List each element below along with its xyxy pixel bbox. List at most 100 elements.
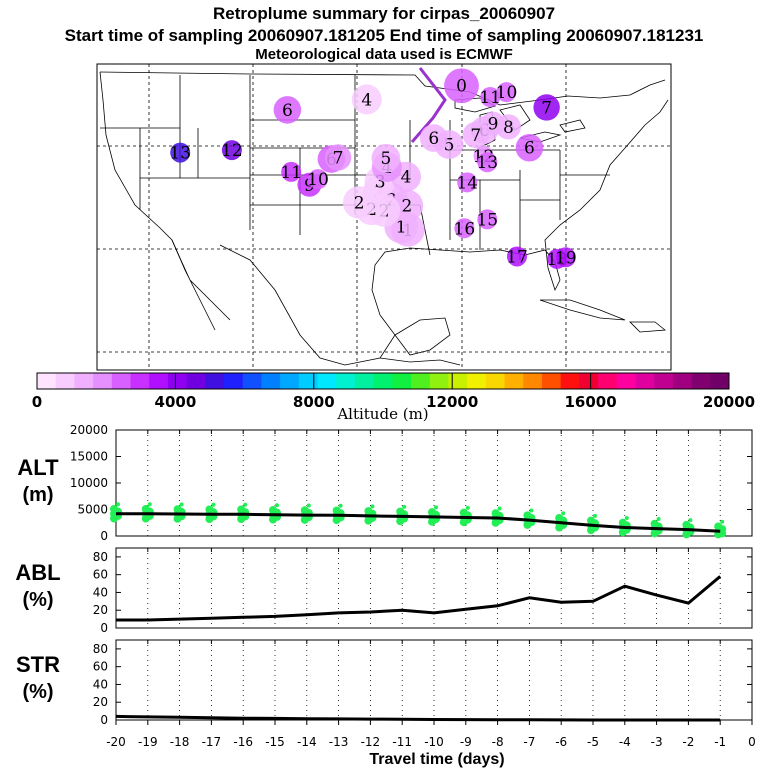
colorbar-cell — [224, 373, 244, 389]
map-bubble: 17 — [506, 246, 528, 267]
alt-scatter-point — [147, 502, 152, 507]
x-tick-label: -10 — [424, 735, 444, 749]
x-tick-label: -20 — [106, 735, 126, 749]
map-bubble: 9 — [481, 111, 506, 136]
colorbar-cell — [691, 373, 711, 389]
x-tick-label: -2 — [682, 735, 694, 749]
colorbar-cell — [579, 373, 599, 389]
alt-scatter-point — [173, 505, 182, 514]
colorbar-cell — [205, 373, 225, 389]
map-bubble-circle — [496, 82, 517, 103]
travel-time-axis: -20 -19 -18 -17 -16 -15 -14 -13 -12 -11 -10 -9 -8 -7-… — [106, 720, 756, 768]
map-bubble: 4 — [351, 84, 382, 115]
alt-scatter-point — [688, 518, 693, 523]
colorbar-tick-label: 8000 — [293, 393, 335, 411]
map-bubble-label: 2 — [402, 197, 413, 217]
map-bubble-circle — [555, 247, 576, 268]
alt-scatter-point — [465, 505, 470, 510]
panel-y-tick-label: 80 — [93, 642, 108, 656]
colorbar-axis-label: Altitude (m) — [336, 405, 428, 423]
map-bubble-label: 3 — [375, 173, 386, 193]
map-bubble-label: 7 — [470, 126, 481, 146]
str-panel: 0 20 40 60 80 STR (%) — [16, 639, 753, 727]
panel-y-label: ABL — [15, 560, 60, 585]
map-bubble-circle — [533, 94, 560, 121]
map-bubble-circle — [506, 246, 527, 267]
map-bubble-label: 1 — [396, 218, 407, 238]
x-tick-label: -18 — [170, 735, 190, 749]
alt-scatter-point — [269, 506, 277, 515]
alt-scatter-point — [243, 502, 248, 507]
x-tick-label: -4 — [619, 735, 631, 749]
panel-y-tick-label: 40 — [93, 677, 108, 691]
map-bubble-label: 0 — [456, 77, 467, 97]
altitude-panel: 0 5000 10000 15000 20000 ALT (m) — [17, 423, 753, 543]
colorbar-cell — [336, 373, 356, 389]
abl-line — [116, 575, 722, 622]
map-bubble-label: 11 — [280, 163, 302, 183]
colorbar-cell — [654, 373, 674, 389]
map-bubble: 19 — [555, 247, 577, 268]
map-bubble-circle — [481, 111, 506, 136]
map-bubble-label: 11 — [479, 88, 501, 108]
alt-scatter-point — [720, 519, 725, 524]
alt-scatter-point — [110, 504, 118, 513]
x-tick-label: -7 — [523, 735, 535, 749]
map-bubble-circle — [480, 87, 501, 108]
alt-scatter-point — [116, 502, 120, 507]
x-tick-label: -9 — [460, 735, 472, 749]
colorbar-cell — [504, 373, 524, 389]
alt-scatter-point — [491, 509, 500, 518]
map-bubble-label: 2 — [354, 194, 365, 214]
map-bubble-label: 4 — [401, 168, 412, 188]
map-bubble: 12 — [221, 140, 243, 161]
map-bubble: 10 — [496, 82, 518, 103]
colorbar-cell — [280, 373, 300, 389]
panel-y-tick-label: 60 — [93, 660, 108, 674]
colorbar-cell — [354, 373, 375, 389]
colorbar-tick-label: 12000 — [426, 393, 478, 411]
alt-scatter-point — [587, 516, 595, 525]
map-bubble-label: 6 — [428, 129, 439, 149]
panel-y-tick-label: 0 — [100, 529, 108, 543]
map-bubble-label: 19 — [555, 248, 577, 268]
panel-y-tick-label: 0 — [100, 713, 108, 727]
alt-scatter-point — [428, 508, 436, 517]
map-bubble-label: 5 — [444, 136, 455, 156]
map-bubble-circle — [371, 143, 401, 173]
map-bubble-label: 7 — [333, 148, 344, 168]
x-tick-label: -6 — [555, 735, 567, 749]
panel-y-tick-label: 80 — [93, 550, 108, 564]
map-bubble: 6 — [515, 133, 544, 162]
alt-scatter-point — [624, 515, 629, 520]
colorbar-cell — [373, 373, 393, 389]
map-bubble-label: 10 — [496, 83, 518, 103]
x-axis-label: Travel time (days) — [369, 751, 504, 768]
map-bubble-label: 13 — [476, 153, 498, 173]
alt-scatter-point — [396, 507, 405, 516]
chart-title: Retroplume summary for cirpas_20060907 — [212, 4, 556, 23]
colorbar-cell — [467, 373, 487, 389]
colorbar-cell — [523, 373, 543, 389]
map-bubble-label: 6 — [282, 101, 293, 121]
map-bubble: 13 — [476, 152, 498, 173]
map-outlines — [99, 71, 669, 366]
colorbar-cell — [616, 373, 636, 389]
x-tick-label: -14 — [297, 735, 317, 749]
sampling-times-subtitle: Start time of sampling 20060907.181205 E… — [64, 26, 704, 45]
alt-scatter-point — [714, 522, 723, 531]
x-tick-label: -12 — [361, 735, 381, 749]
colorbar-cell — [298, 373, 319, 389]
alt-scatter-point — [459, 508, 468, 517]
map-bubble-label: 13 — [169, 144, 191, 164]
map-bubble-label: 7 — [541, 98, 552, 118]
map-bubble-circle — [444, 68, 479, 104]
map-bubble-circle — [454, 218, 475, 239]
panel-y-label: STR — [16, 652, 60, 677]
x-tick-label: -3 — [651, 735, 663, 749]
altitude-colorbar: 0 4000 8000 12000 16000 20000 Altitude (m) — [32, 372, 755, 423]
map-panel: 0112222223444556666677789910101111121213… — [96, 63, 672, 371]
map-bubble-circle — [170, 142, 191, 163]
map-bubble: 2 — [342, 186, 376, 219]
